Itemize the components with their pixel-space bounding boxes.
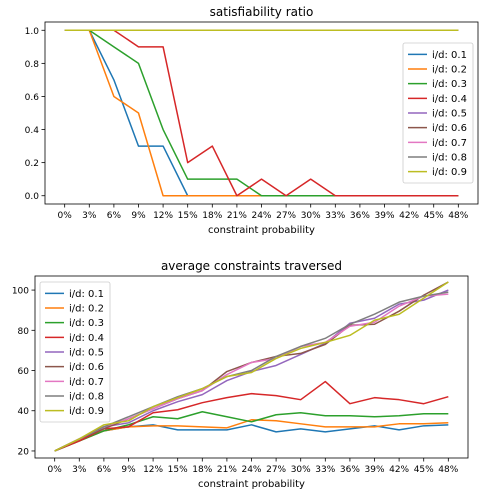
constraints-traversed-chart: average constraints traversed 0% 3% 6% 9% 12%… <box>12 259 469 490</box>
legend-label: i/d: 0.8 <box>432 153 467 164</box>
x-tick-label: 0% <box>48 465 63 475</box>
x-tick-label: 15% <box>178 211 198 221</box>
legend-label: i/d: 0.1 <box>432 50 467 61</box>
legend-label: i/d: 0.6 <box>432 123 467 134</box>
legend: i/d: 0.1 i/d: 0.2 i/d: 0.3 i/d: 0.4 i/d: 0.5… <box>39 281 111 423</box>
x-tick-label: 12% <box>153 211 173 221</box>
series-line-i-d-0-2 <box>64 29 459 197</box>
y-tick-label: 1.0 <box>25 27 40 37</box>
x-tick-label: 21% <box>227 211 247 221</box>
series-line-i-d-0-3 <box>54 411 449 452</box>
x-tick-label: 33% <box>325 211 345 221</box>
series-line-i-d-0-4 <box>64 29 459 197</box>
y-tick-label: 80 <box>18 327 30 337</box>
x-tick-label: 3% <box>82 211 97 221</box>
x-tick-label: 36% <box>350 211 370 221</box>
y-tick-label: 0.0 <box>25 192 40 202</box>
series-line-i-d-0-5 <box>54 289 449 452</box>
x-tick-label: 18% <box>192 465 212 475</box>
x-tick-label: 15% <box>168 465 188 475</box>
x-tick-label: 3% <box>72 465 87 475</box>
chart-title: satisfiability ratio <box>210 5 314 19</box>
x-tick-label: 39% <box>375 211 395 221</box>
x-tick-label: 39% <box>365 465 385 475</box>
x-tick-label: 48% <box>438 465 458 475</box>
x-tick-label: 48% <box>448 211 468 221</box>
x-tick-label: 18% <box>202 211 222 221</box>
x-tick-label: 36% <box>340 465 360 475</box>
x-tick-label: 9% <box>121 465 136 475</box>
x-tick-label: 42% <box>399 211 419 221</box>
legend-label: i/d: 0.6 <box>69 362 104 373</box>
x-tick-label: 27% <box>266 465 286 475</box>
y-tick-label: 0.4 <box>25 126 40 136</box>
legend: i/d: 0.1 i/d: 0.2 i/d: 0.3 i/d: 0.4 i/d: 0.5… <box>402 42 474 184</box>
legend-label: i/d: 0.3 <box>432 79 467 90</box>
y-tick-label: 0.8 <box>25 60 40 70</box>
x-tick-label: 30% <box>301 211 321 221</box>
series-line-i-d-0-1 <box>64 29 459 197</box>
x-tick-label: 0% <box>58 211 73 221</box>
x-tick-label: 30% <box>291 465 311 475</box>
legend-box <box>39 281 111 423</box>
x-axis-label: constraint probability <box>208 225 315 236</box>
legend-label: i/d: 0.5 <box>69 348 104 359</box>
legend-label: i/d: 0.2 <box>69 304 104 315</box>
legend-label: i/d: 0.7 <box>432 138 467 149</box>
series-line-i-d-0-9 <box>54 281 449 452</box>
x-tick-label: 12% <box>143 465 163 475</box>
y-tick-label: 0.2 <box>25 159 39 169</box>
x-tick-label: 42% <box>389 465 409 475</box>
legend-label: i/d: 0.8 <box>69 392 104 403</box>
x-tick-label: 33% <box>315 465 335 475</box>
legend-label: i/d: 0.1 <box>69 289 104 300</box>
legend-label: i/d: 0.4 <box>432 94 467 105</box>
legend-label: i/d: 0.9 <box>69 406 104 417</box>
x-tick-label: 6% <box>107 211 122 221</box>
legend-label: i/d: 0.5 <box>432 109 467 120</box>
x-tick-label: 27% <box>276 211 296 221</box>
y-tick-label: 100 <box>12 287 29 297</box>
y-tick-label: 0.6 <box>25 93 40 103</box>
legend-label: i/d: 0.7 <box>69 377 104 388</box>
x-axis-label: constraint probability <box>198 479 305 490</box>
legend-label: i/d: 0.2 <box>432 65 467 76</box>
legend-box <box>402 42 474 184</box>
y-tick-label: 40 <box>18 407 30 417</box>
legend-label: i/d: 0.4 <box>69 333 104 344</box>
series-line-i-d-0-4 <box>54 380 449 452</box>
y-tick-label: 60 <box>18 367 30 377</box>
x-tick-label: 21% <box>217 465 237 475</box>
x-tick-label: 24% <box>241 465 261 475</box>
satisfiability-chart: satisfiability ratio 0% 3% 6% 9% 12% 15% 18% 21%… <box>25 5 479 236</box>
x-tick-label: 45% <box>414 465 434 475</box>
x-tick-label: 24% <box>251 211 271 221</box>
legend-label: i/d: 0.3 <box>69 318 104 329</box>
chart-title: average constraints traversed <box>161 259 342 273</box>
x-tick-label: 9% <box>131 211 146 221</box>
legend-label: i/d: 0.9 <box>432 167 467 178</box>
x-tick-label: 45% <box>424 211 444 221</box>
series-line-i-d-0-3 <box>64 29 459 197</box>
series-line-i-d-0-8 <box>54 291 449 452</box>
x-tick-label: 6% <box>97 465 112 475</box>
y-tick-label: 20 <box>18 447 30 457</box>
